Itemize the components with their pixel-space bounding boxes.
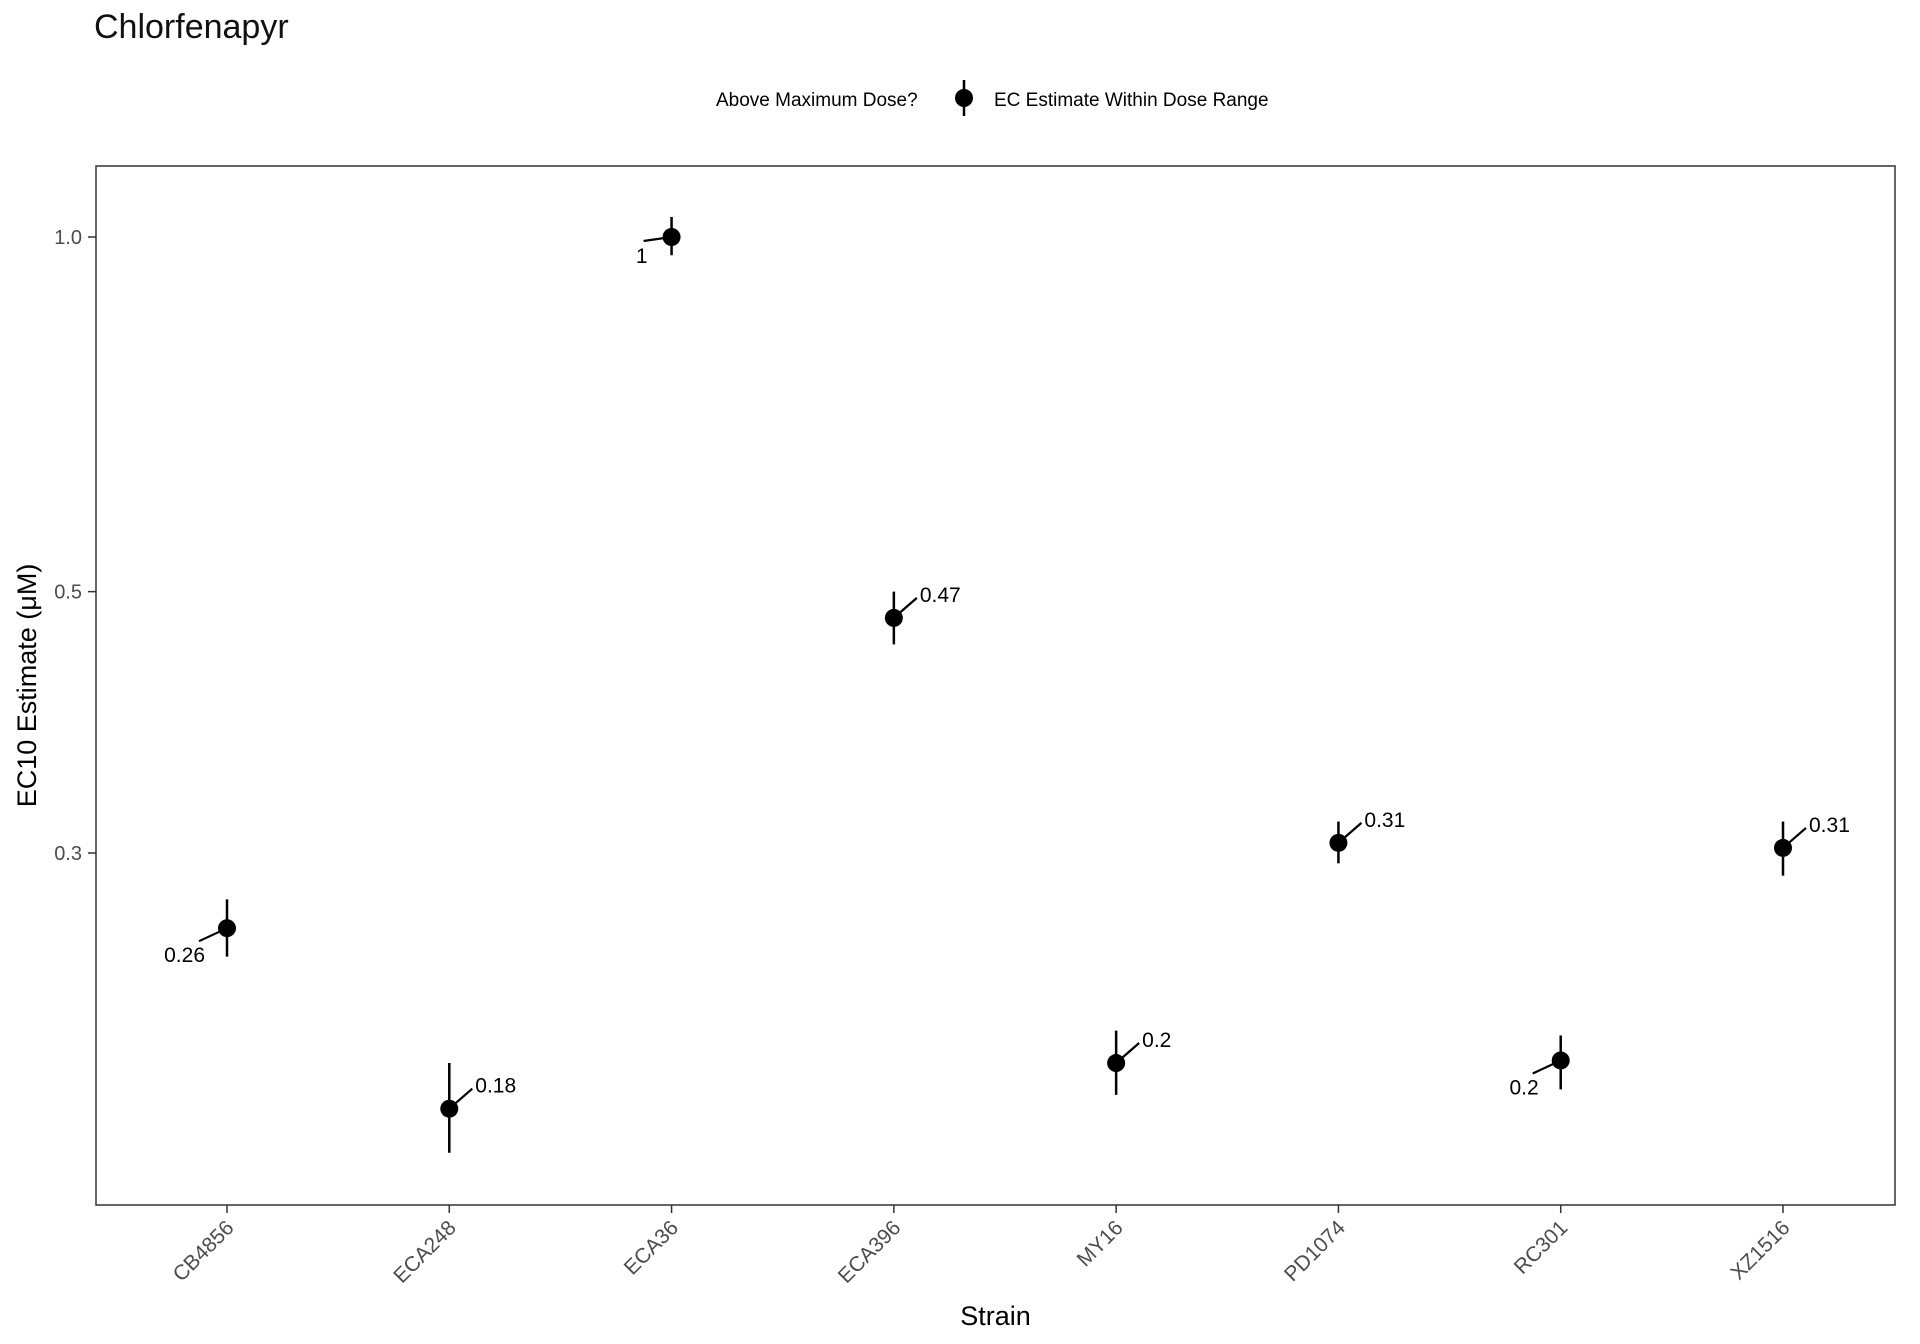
data-label: 0.31 <box>1364 809 1405 832</box>
label-leader-line <box>198 927 228 943</box>
y-axis-title: EC10 Estimate (μM) <box>12 564 42 808</box>
x-tick-label: ECA36 <box>620 1216 683 1279</box>
label-leader-line <box>643 235 672 243</box>
y-tick-label: 0.3 <box>54 843 82 865</box>
legend-title: Above Maximum Dose? <box>716 90 918 111</box>
label-leader-line <box>1782 827 1807 849</box>
data-label: 0.2 <box>1510 1076 1539 1099</box>
x-axis-title: Strain <box>960 1301 1031 1331</box>
y-tick-label: 1.0 <box>54 227 82 249</box>
legend: Above Maximum Dose? EC Estimate Within D… <box>0 80 1920 124</box>
x-tick-label: ECA248 <box>389 1216 461 1288</box>
data-label: 0.2 <box>1142 1029 1171 1052</box>
label-leader-line <box>448 1087 474 1110</box>
label-leader-line <box>1115 1042 1140 1064</box>
y-tick-label: 0.5 <box>54 582 82 604</box>
legend-entry-label: EC Estimate Within Dose Range <box>994 90 1269 111</box>
panel-border <box>95 165 1896 1206</box>
data-label: 0.18 <box>475 1075 516 1098</box>
label-leader-line <box>893 597 918 619</box>
x-tick-label: XZ1516 <box>1726 1216 1794 1284</box>
data-label: 0.31 <box>1809 814 1850 837</box>
label-leader-line <box>1532 1059 1562 1075</box>
data-label: 0.26 <box>164 944 205 967</box>
x-tick-label: PD1074 <box>1280 1216 1350 1286</box>
x-tick-label: ECA396 <box>834 1216 906 1288</box>
data-label: 0.47 <box>920 584 961 607</box>
x-tick-label: MY16 <box>1073 1216 1128 1271</box>
data-label: 1 <box>636 245 648 268</box>
x-tick-label: CB4856 <box>169 1216 239 1286</box>
chart-title: Chlorfenapyr <box>94 8 289 46</box>
x-tick-label: RC301 <box>1510 1216 1572 1278</box>
legend-key-point-icon <box>955 80 973 116</box>
label-leader-line <box>1337 822 1363 844</box>
